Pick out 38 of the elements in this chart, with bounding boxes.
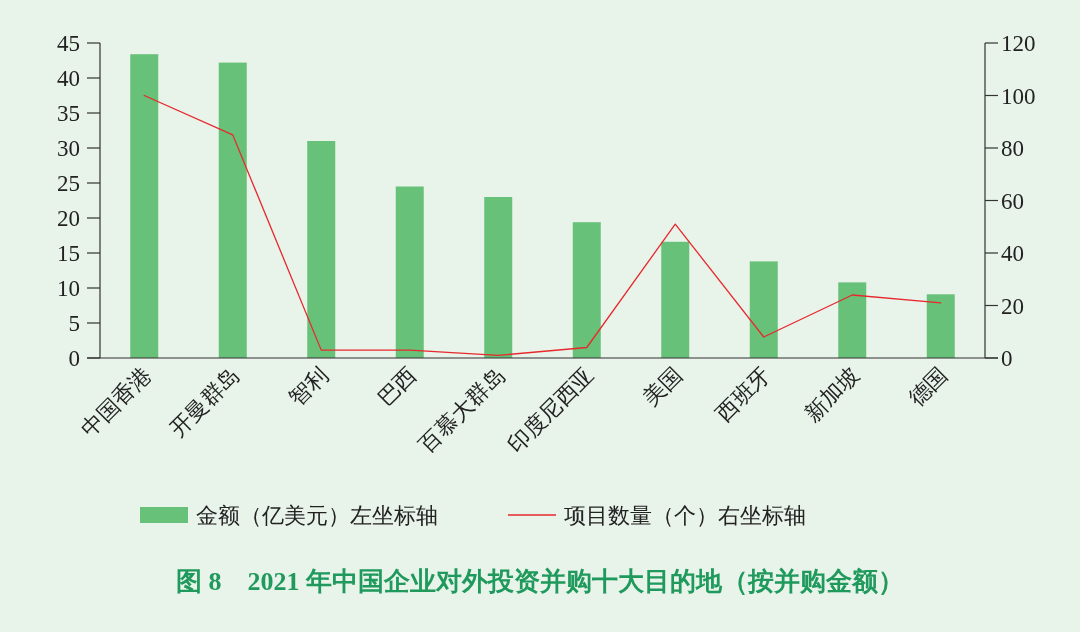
y-tick-label: 35 xyxy=(57,101,80,126)
legend-label: 项目数量（个）右坐标轴 xyxy=(564,503,806,528)
text: 图 8 2021 年中国企业对外投资并购十大目的地（按并购金额） xyxy=(176,567,904,596)
x-tick-label: 智利 xyxy=(284,361,333,411)
y-tick-label: 30 xyxy=(57,136,80,161)
y-tick-label: 25 xyxy=(57,171,80,196)
x-tick-label: 德国 xyxy=(903,361,953,411)
bar xyxy=(218,62,247,358)
bar xyxy=(926,294,955,358)
legend-label: 金额（亿美元）左坐标轴 xyxy=(196,503,438,528)
x-tick-label: 美国 xyxy=(638,361,687,411)
y-tick-label: 45 xyxy=(57,31,80,56)
line-series xyxy=(143,94,942,357)
bar xyxy=(130,54,159,358)
y-tick-label: 40 xyxy=(57,66,80,91)
bar xyxy=(484,197,513,358)
bar xyxy=(661,241,690,358)
y-tick-label: 5 xyxy=(68,311,80,336)
y2-tick-label: 100 xyxy=(1001,83,1036,109)
y-tick-label: 0 xyxy=(68,346,80,371)
y2-tick-label: 80 xyxy=(1001,136,1024,161)
y2-tick-label: 20 xyxy=(1001,293,1024,319)
y2-tick-label: 120 xyxy=(1001,31,1036,56)
bar xyxy=(749,261,778,358)
bar xyxy=(572,222,601,358)
bar xyxy=(838,282,867,358)
y2-tick-label: 40 xyxy=(1001,241,1024,266)
y-tick-label: 20 xyxy=(57,206,80,231)
x-tick-label: 新加坡 xyxy=(799,361,864,427)
y-tick-label: 10 xyxy=(57,276,80,301)
y-tick-label: 15 xyxy=(57,241,80,266)
x-tick-label: 西班牙 xyxy=(710,361,776,427)
bar xyxy=(395,186,424,358)
bar xyxy=(307,141,336,358)
y2-tick-label: 60 xyxy=(1001,188,1024,214)
x-tick-label: 开曼群岛 xyxy=(164,361,245,442)
y2-tick-label: 0 xyxy=(1001,346,1013,371)
x-tick-label: 巴西 xyxy=(372,361,422,411)
